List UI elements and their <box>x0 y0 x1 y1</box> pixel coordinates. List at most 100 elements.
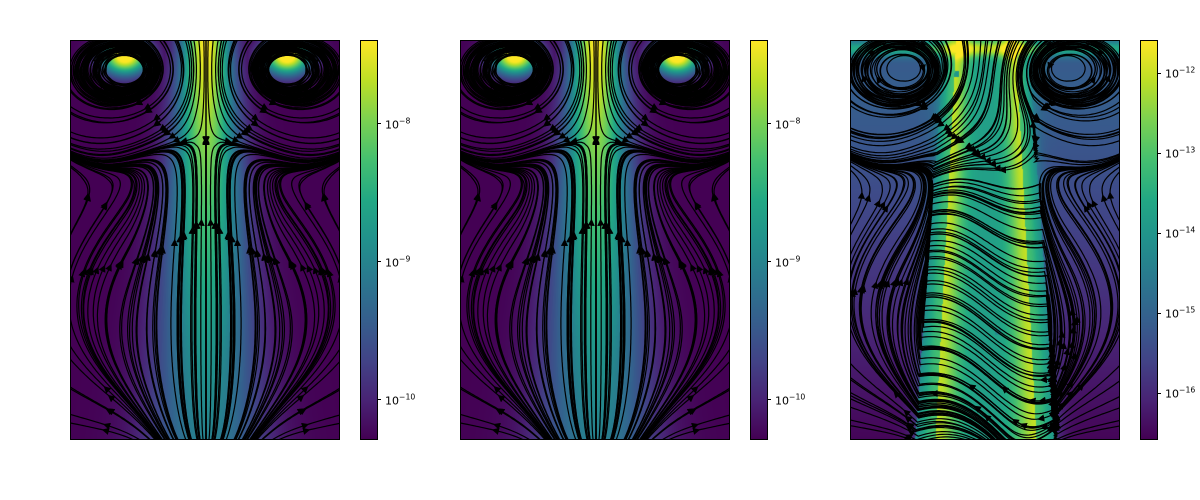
streamline-arrow <box>881 284 882 286</box>
streamline-arrow <box>473 272 474 274</box>
streamline-arrow <box>481 270 482 272</box>
colorbar-tick-label: 10−14 <box>1165 226 1195 241</box>
streamline <box>612 152 730 440</box>
streamline-arrow <box>327 270 328 272</box>
streamline-arrow <box>883 280 884 282</box>
streamline-arrow <box>144 257 145 259</box>
streamline-arrow <box>494 430 497 431</box>
y-tick-mark <box>850 259 851 260</box>
streamline <box>851 168 862 230</box>
streamline-arrow <box>1036 117 1038 118</box>
streamline-arrow <box>462 277 463 279</box>
streamline-arrow <box>500 266 501 268</box>
y-tick-mark <box>70 155 71 156</box>
x-tick-mark <box>596 439 597 440</box>
streamline-arrow <box>1043 427 1045 428</box>
streamline-arrow <box>301 396 303 398</box>
streamline <box>1054 425 1120 440</box>
streamline-arrow <box>72 277 73 279</box>
streamline-arrow <box>660 257 661 259</box>
streamline <box>1054 394 1120 430</box>
streamline-arrow <box>533 258 534 260</box>
streamline-arrow <box>1093 78 1094 80</box>
streamline-arrow <box>551 128 553 129</box>
colorbar-tick-mark <box>767 399 771 400</box>
streamline-arrow <box>637 130 639 131</box>
y-tick-mark <box>70 51 71 52</box>
streamline-arrow <box>710 270 711 272</box>
streamline-arrow <box>264 107 266 108</box>
streamline <box>461 165 478 238</box>
colorbar-tick-label: 10−13 <box>1165 146 1195 161</box>
y-tick-mark <box>460 155 461 156</box>
streamline-arrow <box>480 270 481 272</box>
y-tick-mark <box>460 51 461 52</box>
streamline-arrow <box>936 121 938 123</box>
axes-area: late_ontimezx−200−10001002000−100−200−30… <box>460 40 730 440</box>
streamline-arrow <box>895 282 896 284</box>
streamline-arrow <box>329 272 330 274</box>
streamline-arrow <box>666 260 667 262</box>
streamline-arrow <box>304 425 307 426</box>
streamline-arrow <box>1075 355 1076 357</box>
y-tick-mark <box>460 103 461 104</box>
streamline-arrow <box>91 270 92 272</box>
streamline-arrow <box>945 128 947 130</box>
streamline-arrow <box>901 281 902 283</box>
x-tick-mark <box>663 439 664 440</box>
streamline-arrow <box>315 269 316 271</box>
streamline-arrow <box>495 425 498 426</box>
streamline-arrow <box>888 282 889 284</box>
colorbar-tick-label: 10−10 <box>775 392 805 407</box>
streamline-arrow <box>247 130 249 131</box>
streamline-arrow <box>897 280 898 282</box>
y-tick-mark <box>850 363 851 364</box>
streamline-arrow <box>493 267 494 269</box>
streamline-arrow <box>878 78 879 80</box>
streamline-arrow <box>182 141 185 142</box>
streamline-arrow <box>531 257 532 259</box>
streamline <box>324 165 340 238</box>
streamline-arrow <box>617 141 620 142</box>
streamline <box>222 152 340 440</box>
streamline-arrow <box>479 269 480 271</box>
colorbar: 10−1610−1510−1410−1310−12 <box>1140 40 1158 440</box>
y-tick-mark <box>850 103 851 104</box>
y-tick-mark <box>850 51 851 52</box>
streamline-arrow <box>321 270 322 272</box>
streamline-arrow <box>90 270 91 272</box>
streamline-arrow <box>1044 108 1046 109</box>
streamline-arrow <box>475 270 476 272</box>
x-tick-mark <box>918 439 919 440</box>
streamline-arrow <box>713 196 714 198</box>
streamline-arrow <box>1084 46 1087 47</box>
streamline-arrow <box>308 267 309 269</box>
y-tick-mark <box>460 415 461 416</box>
y-tick-mark <box>70 415 71 416</box>
colorbar-tick-label: 10−16 <box>1165 386 1195 401</box>
streamline-arrow <box>305 430 308 431</box>
streamline-arrow <box>966 147 968 148</box>
streamline-arrow <box>907 426 909 427</box>
colorbar-tick-mark <box>377 261 381 262</box>
x-tick-mark <box>851 439 852 440</box>
colorbar-tick-label: 10−9 <box>775 254 800 269</box>
streamline-arrow <box>235 140 237 141</box>
y-tick-mark <box>460 207 461 208</box>
streamline-arrow <box>1088 203 1089 205</box>
x-tick-mark <box>1053 439 1054 440</box>
streamline <box>851 158 890 272</box>
colorbar-tick-mark <box>1157 153 1161 154</box>
streamline-arrow <box>659 258 660 260</box>
streamline-arrow <box>85 270 86 272</box>
streamline-arrow <box>560 136 562 137</box>
streamline-arrow <box>695 388 697 390</box>
streamline-arrow <box>276 260 277 262</box>
streamline-arrow <box>630 136 632 137</box>
streamline-arrow <box>698 267 699 269</box>
figure-root: magnetostaticzx−200−10001002000−100−200−… <box>0 0 1200 500</box>
streamline-arrow <box>305 388 307 390</box>
axes-area: diffzx−200−10001002000−100−200−300−400−5… <box>850 40 1120 440</box>
streamline-arrow <box>948 135 950 136</box>
y-tick-mark <box>460 311 461 312</box>
